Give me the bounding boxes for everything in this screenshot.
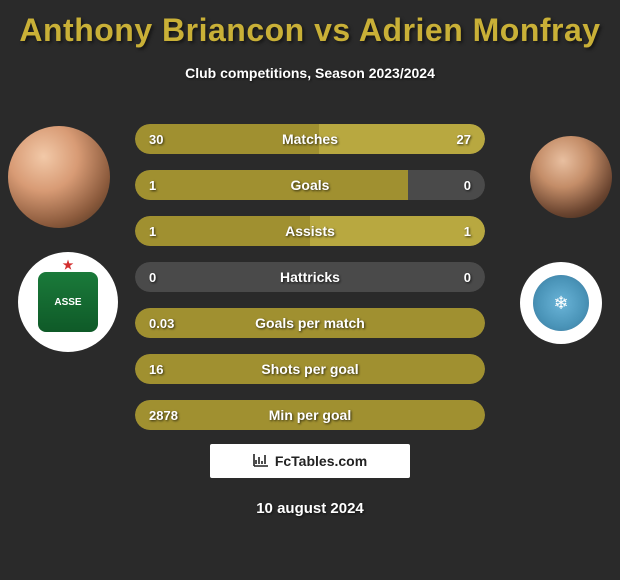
club-badge-text: ASSE	[54, 297, 81, 308]
watermark: FcTables.com	[210, 444, 410, 478]
stat-row: 0Hattricks0	[135, 262, 485, 292]
stat-value-right: 1	[464, 216, 471, 246]
stat-label: Goals per match	[135, 308, 485, 338]
stat-row: 1Goals0	[135, 170, 485, 200]
stat-label: Hattricks	[135, 262, 485, 292]
star-icon: ★	[63, 258, 74, 272]
stat-label: Shots per goal	[135, 354, 485, 384]
player1-avatar	[8, 126, 110, 228]
player2-name: Adrien Monfray	[359, 12, 601, 48]
title: Anthony Briancon vs Adrien Monfray	[0, 0, 620, 49]
player2-avatar	[530, 136, 612, 218]
club-badge-grenoble: ❄	[533, 275, 589, 331]
snowflake-icon: ❄	[553, 293, 568, 314]
stat-label: Goals	[135, 170, 485, 200]
stat-label: Min per goal	[135, 400, 485, 430]
stats-table: 30Matches271Goals01Assists10Hattricks00.…	[135, 124, 485, 446]
stat-label: Assists	[135, 216, 485, 246]
watermark-text: FcTables.com	[275, 453, 367, 469]
stat-value-right: 0	[464, 262, 471, 292]
player2-club-badge: ❄	[520, 262, 602, 344]
chart-icon	[253, 453, 269, 470]
stat-row: 2878Min per goal	[135, 400, 485, 430]
stat-label: Matches	[135, 124, 485, 154]
vs-text: vs	[314, 12, 351, 48]
player1-name: Anthony Briancon	[19, 12, 304, 48]
date: 10 august 2024	[0, 500, 620, 517]
stat-row: 16Shots per goal	[135, 354, 485, 384]
stat-value-right: 0	[464, 170, 471, 200]
stat-row: 0.03Goals per match	[135, 308, 485, 338]
player1-club-badge: ★ ASSE	[18, 252, 118, 352]
stat-row: 30Matches27	[135, 124, 485, 154]
comparison-card: Anthony Briancon vs Adrien Monfray Club …	[0, 0, 620, 580]
stat-value-right: 27	[457, 124, 471, 154]
club-badge-asse: ★ ASSE	[38, 272, 98, 332]
subtitle: Club competitions, Season 2023/2024	[0, 65, 620, 81]
stat-row: 1Assists1	[135, 216, 485, 246]
